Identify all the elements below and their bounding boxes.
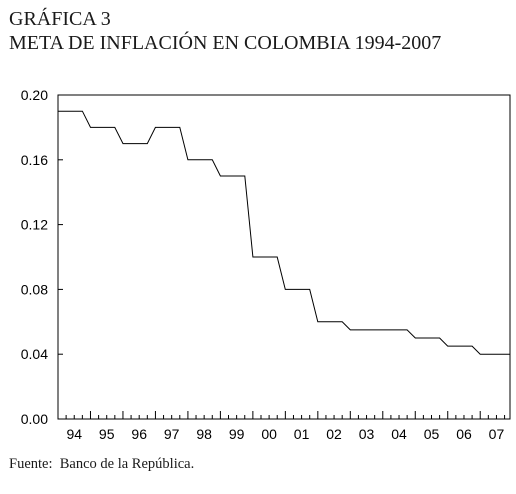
y-tick-label: 0.12 bbox=[21, 217, 48, 233]
plot-frame bbox=[57, 94, 511, 420]
figure-heading: GRÁFICA 3 META DE INFLACIÓN EN COLOMBIA … bbox=[9, 7, 441, 55]
x-tick-label: 06 bbox=[456, 426, 472, 442]
x-tick-label: 99 bbox=[229, 426, 245, 442]
source-note: Fuente: Banco de la República. bbox=[9, 456, 195, 472]
x-tick-label: 07 bbox=[489, 426, 505, 442]
x-tick-label: 98 bbox=[196, 426, 212, 442]
figure-label: GRÁFICA 3 bbox=[9, 8, 111, 30]
x-tick-label: 05 bbox=[424, 426, 440, 442]
x-tick-label: 94 bbox=[66, 426, 82, 442]
x-tick-label: 00 bbox=[261, 426, 277, 442]
y-tick-label: 0.00 bbox=[21, 411, 48, 427]
y-tick-label: 0.08 bbox=[21, 281, 48, 297]
x-tick-label: 01 bbox=[294, 426, 310, 442]
x-tick-label: 97 bbox=[164, 426, 180, 442]
x-tick-label: 96 bbox=[131, 426, 147, 442]
y-axis: 0.00 0.04 0.08 0.12 0.16 0.20 bbox=[21, 87, 63, 427]
x-tick-label: 03 bbox=[359, 426, 375, 442]
x-axis: 94 95 96 97 98 99 00 01 02 03 04 05 06 07 bbox=[57, 411, 506, 442]
y-tick-label: 0.16 bbox=[21, 152, 48, 168]
x-tick-label: 04 bbox=[391, 426, 407, 442]
inflation-target-line bbox=[58, 110, 510, 355]
y-tick-label: 0.20 bbox=[21, 87, 48, 103]
x-tick-label: 95 bbox=[99, 426, 115, 442]
x-tick-label: 02 bbox=[326, 426, 342, 442]
y-tick-label: 0.04 bbox=[21, 346, 48, 362]
inflation-target-chart: 0.00 0.04 0.08 0.12 0.16 0.20 94 95 96 97 98 99 00 0… bbox=[21, 87, 511, 442]
chart-title: META DE INFLACIÓN EN COLOMBIA 1994-2007 bbox=[9, 32, 442, 54]
